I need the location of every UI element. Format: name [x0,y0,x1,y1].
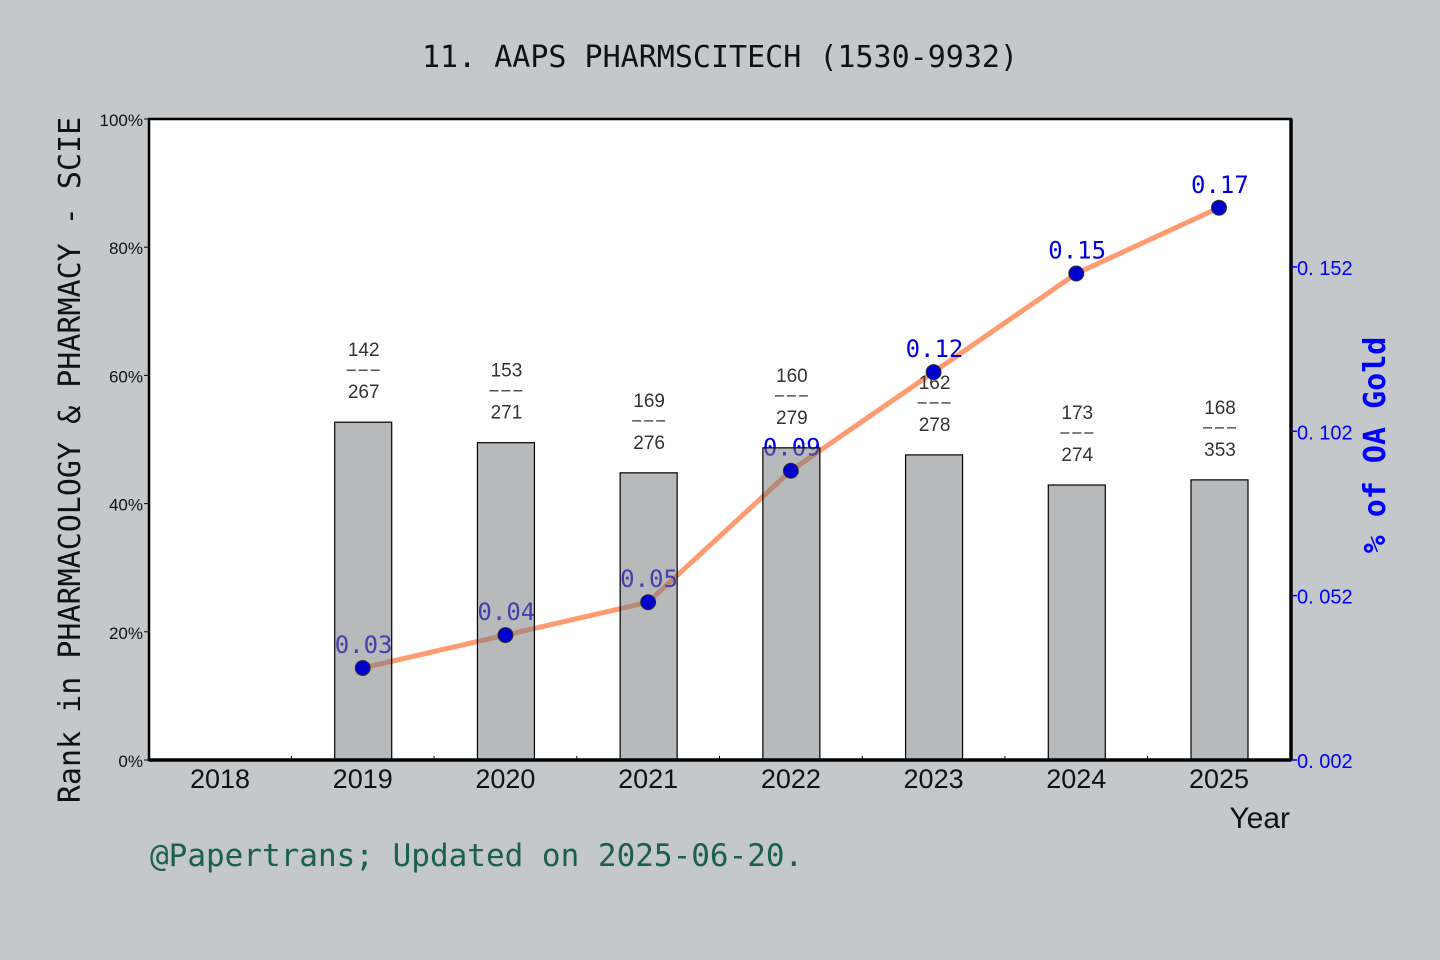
bar-total-label: 274 [1061,445,1093,466]
left-tick-label: 60% [109,367,143,386]
oa-gold-point [1211,199,1227,216]
rank-bar [1047,484,1106,761]
right-tick-label: 0. 102 [1297,422,1353,444]
x-tick-label: 2022 [761,764,821,794]
x-tick-label: 2018 [190,764,250,794]
bar-total-label: 267 [348,382,380,403]
bar-total-label: 278 [919,415,951,436]
left-axis-label: Rank in PHARMACOLOGY & PHARMACY - SCIE [53,117,88,803]
bar-total-label: 279 [776,408,808,429]
left-tick-label: 0% [118,752,143,771]
right-tick-label: 0. 152 [1297,258,1353,280]
bar-rank-label: 168 [1204,398,1236,419]
rank-bar [476,442,536,761]
left-tick-label: 20% [109,624,143,643]
oa-gold-point [354,659,371,676]
right-tick-label: 0. 052 [1297,587,1353,609]
right-axis-label: % of OA Gold [1358,337,1393,554]
right-tick-label: 0. 002 [1297,751,1353,773]
bar-rank-label: 142 [348,340,380,361]
left-tick-label: 40% [109,496,143,515]
oa-gold-point [640,594,657,611]
bar-rank-label: 162 [919,373,951,394]
rank-bar [1190,479,1249,761]
x-tick-label: 2019 [333,764,393,794]
oa-gold-data-label: 0.17 [1191,171,1249,199]
rank-bar [334,421,393,761]
bar-total-label: 353 [1204,440,1236,461]
x-tick-label: 2023 [904,764,964,794]
bar-total-label: 271 [491,403,523,424]
bar-total-label: 276 [633,433,665,454]
plot-area [149,119,1291,760]
chart-title: 11. AAPS PHARMSCITECH (1530-9932) [422,40,1018,75]
oa-gold-point [925,364,942,381]
left-tick-label: 100% [100,111,143,130]
x-axis-label: Year [1229,802,1290,835]
bar-rank-label: 173 [1061,403,1093,424]
oa-gold-data-label: 0.12 [906,335,964,363]
bar-rank-label: 160 [776,366,808,387]
oa-gold-point [497,627,514,644]
footer-credit: @Papertrans; Updated on 2025-06-20. [150,838,803,874]
bar-rank-label: 153 [491,361,523,382]
x-tick-label: 2021 [618,764,678,794]
oa-gold-point [1068,265,1085,282]
oa-gold-point [782,462,799,479]
bar-rank-label: 169 [633,391,665,412]
left-tick-label: 80% [109,239,143,258]
x-tick-label: 2024 [1046,764,1106,794]
x-tick-label: 2020 [475,764,535,794]
x-tick-label: 2025 [1189,764,1249,794]
oa-gold-data-label: 0.15 [1048,236,1106,264]
rank-bar [619,472,678,761]
rank-bar [904,454,964,761]
rank-bar [762,447,821,761]
